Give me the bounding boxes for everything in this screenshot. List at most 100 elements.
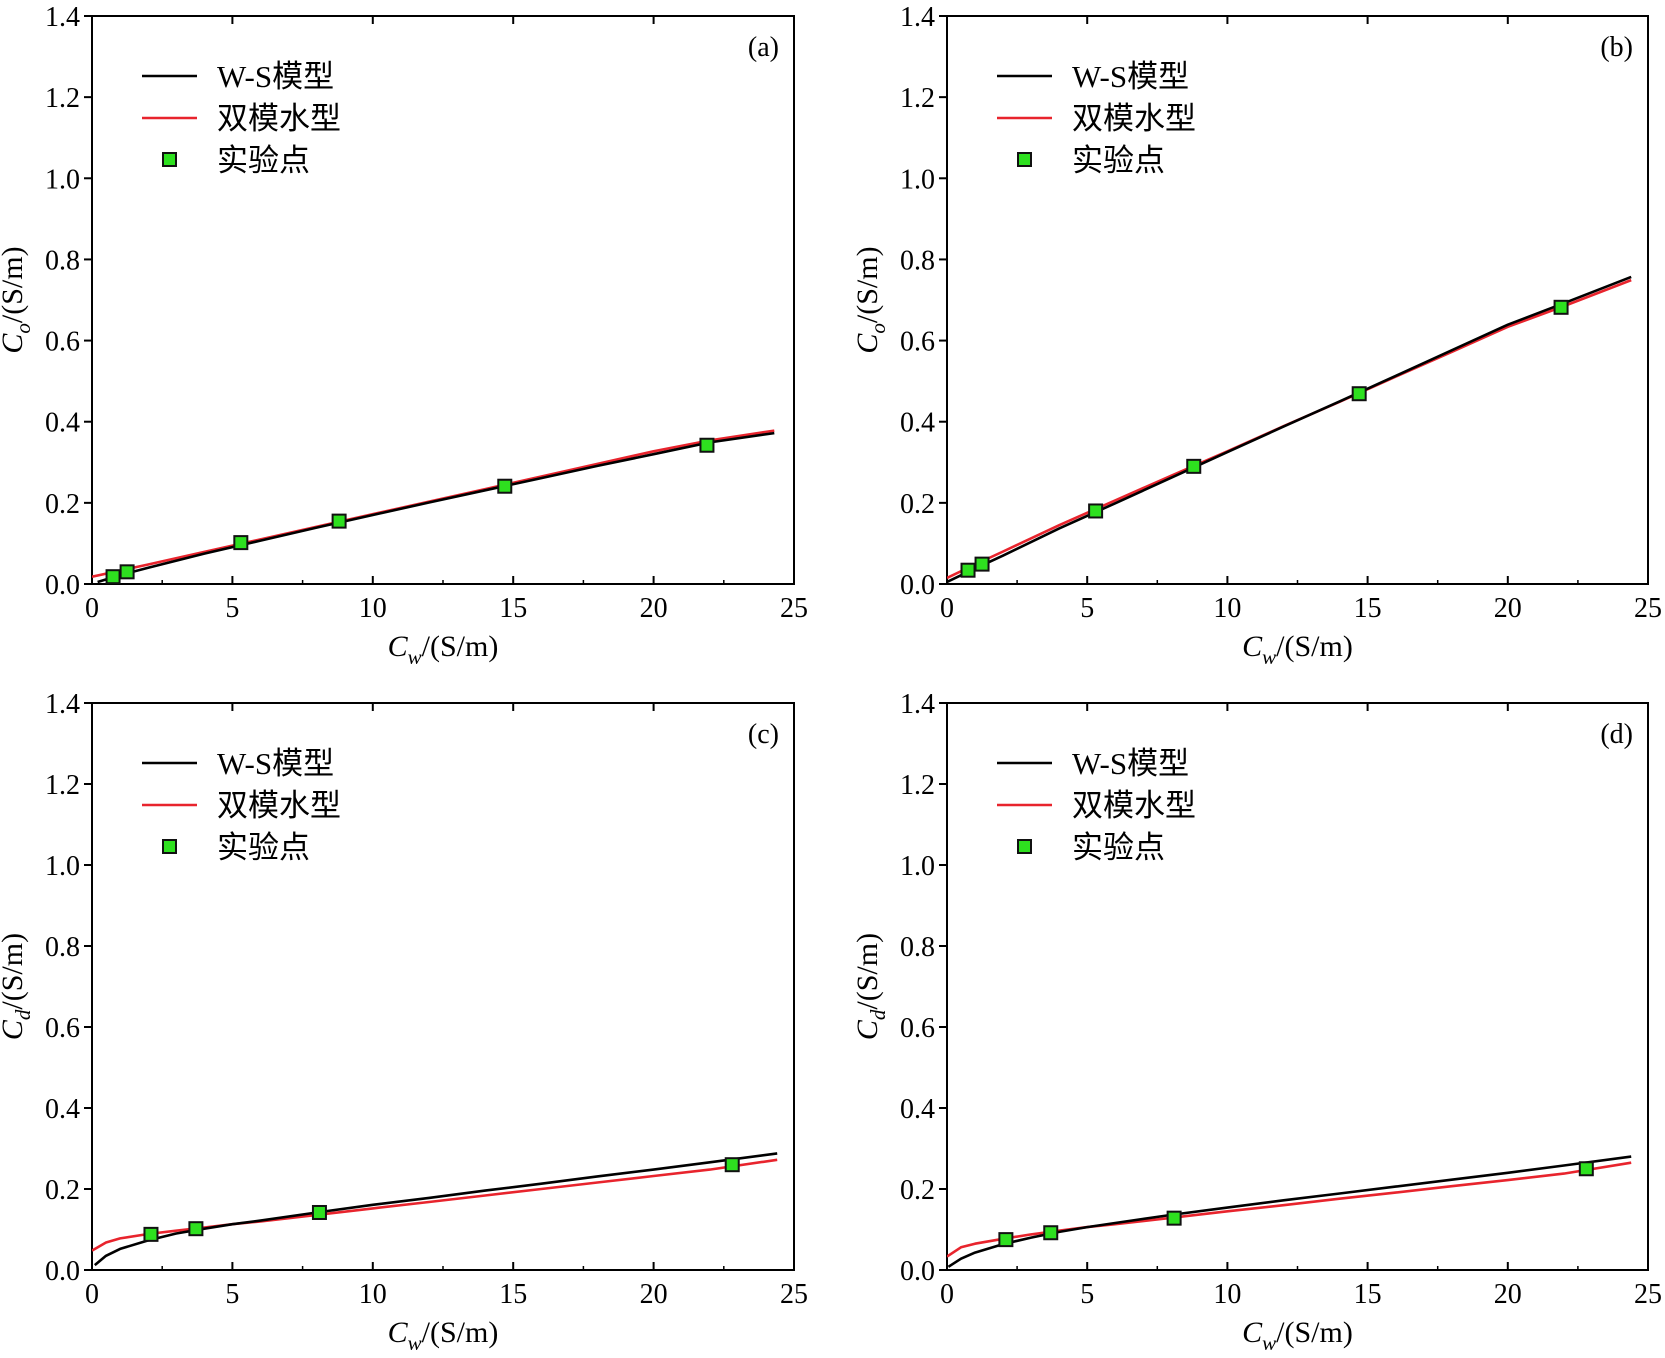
- x-tick-label: 5: [1080, 1279, 1094, 1310]
- y-axis-label-subscript: o: [11, 323, 35, 334]
- x-tick-label: 0: [85, 593, 99, 624]
- y-tick-label: 1.2: [45, 83, 80, 114]
- data-point: [497, 478, 513, 494]
- y-tick-label: 0.6: [45, 327, 80, 358]
- data-point: [1088, 503, 1104, 519]
- x-axis-label-symbol: C: [388, 1316, 409, 1349]
- x-tick-label: 0: [85, 1279, 99, 1310]
- y-tick-label: 0.4: [45, 408, 80, 439]
- y-tick-label: 1.4: [900, 689, 935, 720]
- panel-label: (b): [1600, 32, 1633, 63]
- x-axis-label-unit: /(S/m): [1276, 630, 1353, 663]
- x-tick-label: 0: [940, 1279, 954, 1310]
- x-axis-label-symbol: C: [388, 630, 409, 663]
- y-axis-label: Co/(S/m): [0, 246, 35, 353]
- y-tick-label: 1.4: [45, 689, 80, 720]
- x-tick-label: 25: [780, 1279, 808, 1310]
- data-point: [998, 1232, 1014, 1248]
- y-tick-label: 0.6: [900, 1013, 935, 1044]
- x-axis-label-subscript: w: [1262, 645, 1276, 669]
- legend-dual-label: 双模水型: [217, 101, 341, 136]
- x-tick-label: 25: [1634, 1279, 1662, 1310]
- x-tick-label: 15: [1354, 593, 1382, 624]
- legend-point-swatch: [162, 152, 177, 167]
- x-tick-label: 10: [1213, 1279, 1241, 1310]
- x-axis-label: Cw/(S/m): [1242, 630, 1353, 669]
- y-tick-label: 0.4: [900, 408, 935, 439]
- x-axis-label-subscript: w: [408, 645, 422, 669]
- data-point: [724, 1157, 740, 1173]
- y-tick-label: 1.0: [900, 851, 935, 882]
- y-tick-label: 0.0: [900, 1256, 935, 1287]
- ws-model-line: [947, 1155, 1632, 1268]
- legend-ws-label: W-S模型: [217, 746, 334, 781]
- y-axis-label-unit: /(S/m): [851, 246, 884, 323]
- y-axis-label: Co/(S/m): [851, 246, 890, 353]
- y-axis-label-symbol: C: [851, 1019, 884, 1040]
- x-tick-label: 15: [499, 593, 527, 624]
- x-tick-label: 5: [225, 593, 239, 624]
- y-axis-label: Cd/(S/m): [851, 933, 890, 1040]
- data-point: [119, 564, 135, 580]
- y-tick-label: 0.2: [45, 489, 80, 520]
- data-point: [1186, 458, 1202, 474]
- y-tick-label: 0.8: [900, 932, 935, 963]
- y-tick-label: 1.2: [900, 770, 935, 801]
- y-tick-label: 1.4: [900, 2, 935, 33]
- panel-label: (a): [748, 32, 779, 63]
- legend-dual-label: 双模水型: [1072, 101, 1196, 136]
- y-tick-label: 1.4: [45, 2, 80, 33]
- data-point: [1351, 386, 1367, 402]
- y-tick-label: 0.2: [45, 1175, 80, 1206]
- data-point: [143, 1226, 159, 1242]
- chart-panel-a: 0 5 10 15 20 250.00.20.40.60.81.01.21.4Cw/(S/…: [0, 2, 808, 669]
- y-axis-label-unit: /(S/m): [851, 933, 884, 1010]
- panel-label: (c): [748, 719, 779, 750]
- data-point: [1166, 1210, 1182, 1226]
- x-tick-label: 20: [640, 1279, 668, 1310]
- legend-point-label: 实验点: [217, 830, 310, 865]
- x-tick-label: 5: [225, 1279, 239, 1310]
- y-tick-label: 0.6: [45, 1013, 80, 1044]
- ws-model-line: [947, 275, 1632, 584]
- data-point: [1553, 299, 1569, 315]
- legend-ws-label: W-S模型: [1072, 59, 1189, 94]
- y-axis-label-symbol: C: [0, 333, 29, 354]
- data-point: [1043, 1225, 1059, 1241]
- x-axis-label-unit: /(S/m): [422, 630, 499, 663]
- y-tick-label: 0.4: [900, 1094, 935, 1125]
- data-point: [188, 1221, 204, 1237]
- x-tick-label: 5: [1080, 593, 1094, 624]
- plot-frame: [946, 15, 1649, 585]
- y-tick-label: 0.8: [45, 245, 80, 276]
- y-axis-label-subscript: d: [866, 1009, 890, 1020]
- y-axis-label-subscript: o: [866, 323, 890, 334]
- plot-frame: [946, 702, 1649, 1271]
- data-point: [960, 562, 976, 578]
- x-tick-label: 20: [1494, 593, 1522, 624]
- legend-point-swatch: [1017, 152, 1032, 167]
- panel-label: (d): [1600, 719, 1633, 750]
- y-tick-label: 1.0: [45, 164, 80, 195]
- y-tick-label: 0.6: [900, 327, 935, 358]
- plot-frame: [91, 702, 795, 1271]
- x-tick-label: 10: [359, 1279, 387, 1310]
- x-axis-label-subscript: w: [1262, 1331, 1276, 1355]
- ws-model-line: [93, 1152, 778, 1267]
- dual-water-line: [947, 1161, 1632, 1258]
- y-tick-label: 0.2: [900, 489, 935, 520]
- x-tick-label: 20: [640, 593, 668, 624]
- y-axis-label-unit: /(S/m): [0, 246, 29, 323]
- x-tick-label: 10: [359, 593, 387, 624]
- x-axis-label: Cw/(S/m): [1242, 1316, 1353, 1355]
- legend-point-swatch: [1017, 839, 1032, 854]
- x-axis-label-symbol: C: [1242, 1316, 1263, 1349]
- legend-point-label: 实验点: [1072, 143, 1165, 178]
- legend-dual-label: 双模水型: [1072, 788, 1196, 823]
- dual-water-line: [92, 1158, 778, 1252]
- chart-panel-b: 0 5 10 15 20 250.00.20.40.60.81.01.21.4Cw/(S/…: [851, 2, 1662, 669]
- ws-model-line: [97, 431, 775, 584]
- data-point: [1578, 1161, 1594, 1177]
- chart-panel-d: 0 5 10 15 20 250.00.20.40.60.81.01.21.4Cw/(S/…: [851, 689, 1662, 1355]
